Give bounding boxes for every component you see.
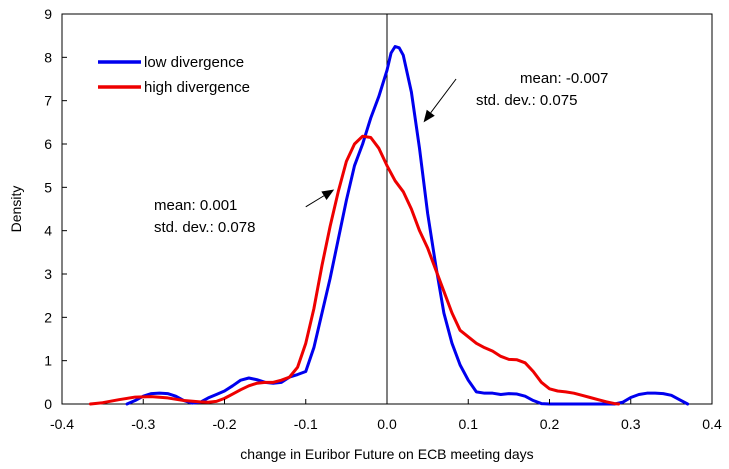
annotation-arrow-head	[423, 109, 435, 123]
y-tick-label: 6	[44, 136, 52, 152]
legend-label-high-divergence: high divergence	[144, 79, 250, 96]
annotation-high-std-dev: std. dev.: 0.078	[154, 219, 255, 236]
series-line-low-divergence	[125, 45, 690, 406]
y-tick-label: 0	[44, 396, 52, 412]
x-tick-label: -0.4	[50, 416, 74, 432]
y-tick-label: 8	[44, 49, 52, 65]
y-tick-label: 5	[44, 179, 52, 195]
y-axis-title: Density	[8, 186, 24, 233]
annotation-arrow-line	[305, 195, 325, 208]
x-tick-label: 0.3	[621, 416, 641, 432]
legend-label-low-divergence: low divergence	[144, 54, 244, 71]
x-axis: -0.4 -0.3 -0.2 -0.1 0.0 0.1 0.2 0.3 0.4	[50, 399, 722, 432]
x-tick-label: -0.1	[294, 416, 318, 432]
x-tick-label: 0.4	[702, 416, 722, 432]
annotation-low-std-dev: std. dev.: 0.075	[476, 92, 577, 109]
annotation-high-mean: mean: 0.001	[154, 197, 237, 214]
y-tick-label: 1	[44, 353, 52, 369]
x-tick-label: -0.2	[212, 416, 236, 432]
y-tick-label: 2	[44, 309, 52, 325]
annotation-arrow-head	[321, 189, 335, 201]
y-tick-label: 4	[44, 223, 52, 239]
series-layer	[88, 45, 690, 406]
y-tick-label: 3	[44, 266, 52, 282]
annotation-low-mean: mean: -0.007	[520, 70, 608, 87]
y-axis: 0 1 2 3 4 5 6 7 8 9	[44, 6, 67, 412]
y-tick-label: 9	[44, 6, 52, 22]
x-tick-label: 0.2	[540, 416, 560, 432]
annotations: mean: -0.007 std. dev.: 0.075 mean: 0.00…	[154, 70, 608, 236]
x-axis-title: change in Euribor Future on ECB meeting …	[240, 446, 533, 462]
x-tick-label: -0.3	[131, 416, 155, 432]
x-tick-label: 0.0	[377, 416, 397, 432]
legend: low divergence high divergence	[98, 54, 250, 96]
annotation-arrow-line	[430, 78, 457, 114]
x-tick-label: 0.1	[459, 416, 479, 432]
y-tick-label: 7	[44, 93, 52, 109]
series-line-high-divergence	[88, 134, 621, 406]
